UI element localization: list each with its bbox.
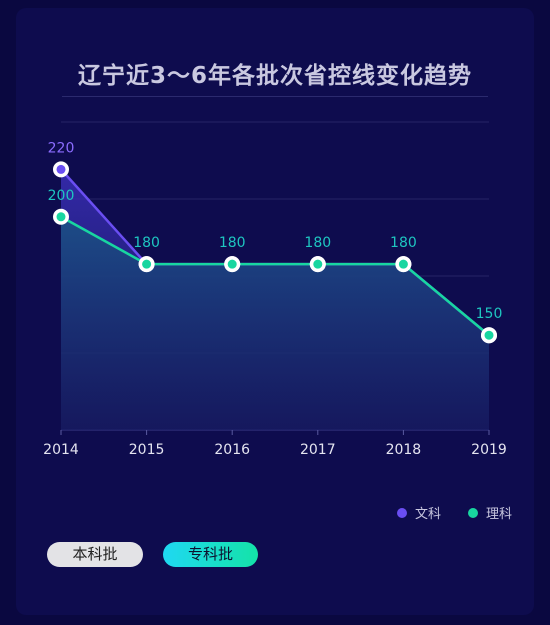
- data-label: 200: [48, 188, 75, 204]
- series-line-like: [60, 215, 490, 337]
- data-point-core-like: [398, 259, 408, 269]
- data-point-core-like: [484, 330, 494, 340]
- chart-title: 辽宁近3～6年各批次省控线变化趋势: [77, 63, 472, 89]
- zhuanke-batch-button[interactable]: 专科批: [163, 542, 258, 567]
- x-tick-label: 2018: [386, 442, 422, 458]
- legend-label-like: 理科: [486, 507, 513, 522]
- data-label: 180: [304, 235, 331, 251]
- x-tick-label: 2015: [129, 442, 165, 458]
- legend-item-wenke[interactable]: 文科: [397, 503, 441, 522]
- data-point-core-like: [227, 259, 237, 269]
- data-label: 180: [219, 235, 246, 251]
- series-area-like: [61, 216, 489, 430]
- x-tick-label: 2016: [214, 442, 250, 458]
- legend-item-like[interactable]: 理科: [468, 503, 512, 522]
- title-divider: [62, 96, 488, 97]
- x-tick-label: 2019: [471, 442, 507, 458]
- legend-label-wenke: 文科: [415, 507, 442, 522]
- data-label: 180: [133, 235, 160, 251]
- legend-marker-wenke: [397, 507, 407, 518]
- data-label: 220: [48, 140, 75, 156]
- data-point-core-wenke: [56, 164, 66, 174]
- data-point-core-like: [142, 259, 152, 269]
- x-tick-label: 2017: [300, 442, 336, 458]
- data-point-core-like: [313, 259, 323, 269]
- benke-batch-button[interactable]: 本科批: [47, 542, 143, 567]
- x-tick-label: 2014: [43, 442, 79, 458]
- legend-marker-like: [468, 507, 478, 518]
- data-point-core-like: [56, 212, 66, 222]
- data-label: 180: [390, 235, 417, 251]
- data-label: 150: [476, 306, 503, 322]
